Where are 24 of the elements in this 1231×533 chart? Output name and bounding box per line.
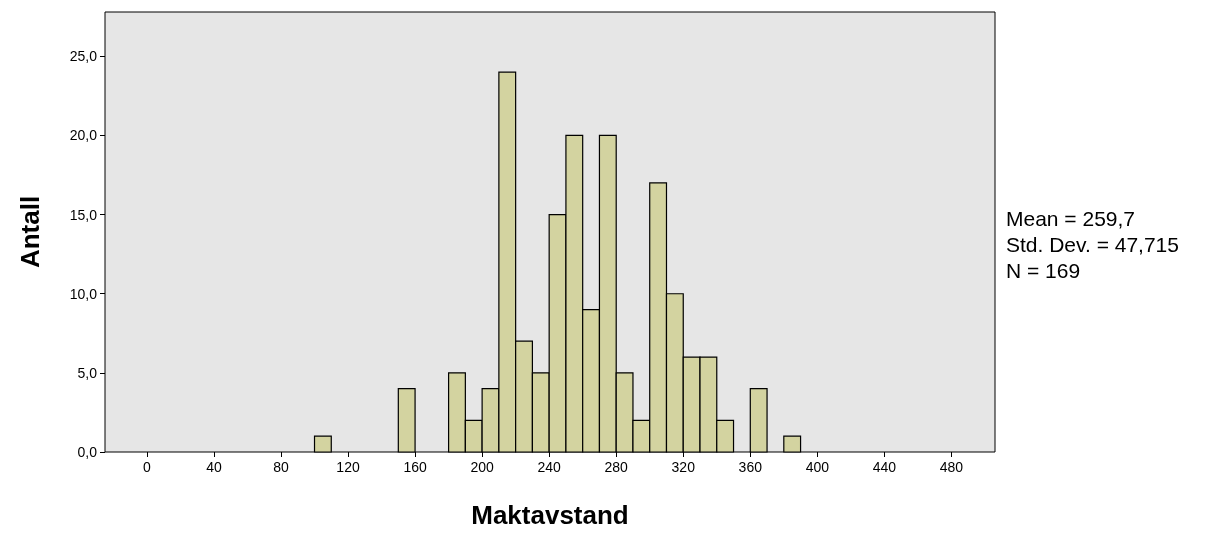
x-tick-label: 320 [671,459,696,475]
text: Std. Dev. = 47,715 [1006,233,1179,256]
x-tick-label: 280 [604,459,629,475]
y-tick-label: 0,0 [77,444,98,460]
y-tick-label: 25,0 [69,48,98,65]
x-tick-label: 360 [738,459,763,475]
x-tick-label: 160 [403,459,427,475]
x-tick-label: 400 [805,459,830,475]
y-tick-label: 15,0 [69,206,98,223]
x-tick-label: 200 [470,459,495,475]
y-axis-title: Antall [15,195,45,269]
x-tick-label: 120 [336,459,360,475]
x-axis-title: Maktavstand [471,500,629,530]
x-tick-label: 480 [939,459,964,475]
x-tick-label: 0 [143,459,151,475]
text: N = 169 [1006,259,1081,282]
text: Mean = 259,7 [1006,207,1136,230]
y-tick-label: 5,0 [77,364,98,381]
x-tick-label: 80 [273,459,289,475]
x-tick-label: 440 [872,459,897,475]
y-tick-label: 10,0 [69,285,98,302]
x-tick-label: 240 [537,459,562,475]
y-tick-label: 20,0 [69,127,98,144]
x-tick-label: 40 [206,459,222,475]
